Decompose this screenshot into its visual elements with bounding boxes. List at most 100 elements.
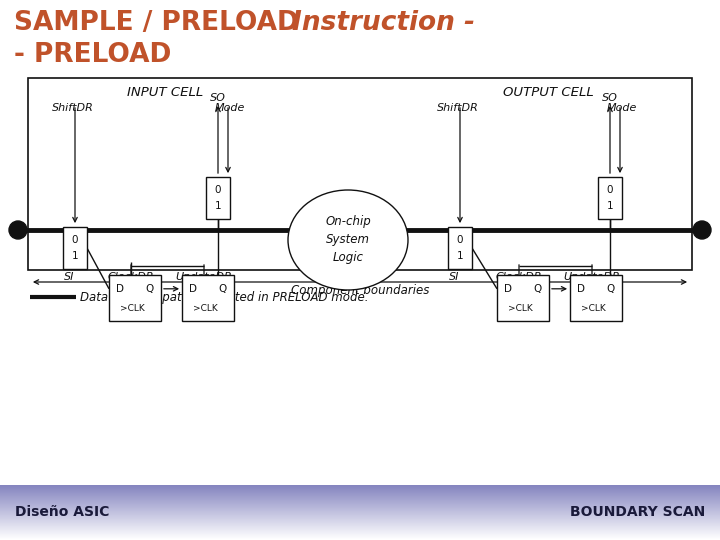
Text: ClockDR: ClockDR xyxy=(108,272,154,282)
Text: Mode: Mode xyxy=(215,103,246,113)
Text: On-chip
System
Logic: On-chip System Logic xyxy=(325,215,371,265)
Text: >CLK: >CLK xyxy=(508,303,533,313)
Bar xyxy=(0,499,720,500)
Bar xyxy=(0,500,720,501)
Bar xyxy=(0,537,720,538)
Bar xyxy=(0,532,720,533)
Bar xyxy=(0,503,720,504)
Bar xyxy=(206,177,230,219)
Text: Q: Q xyxy=(606,284,615,294)
Text: OUTPUT CELL: OUTPUT CELL xyxy=(503,86,593,99)
Bar xyxy=(0,501,720,502)
Text: D: D xyxy=(117,284,125,294)
Bar xyxy=(0,523,720,524)
Bar xyxy=(0,535,720,536)
Bar xyxy=(0,524,720,525)
Bar xyxy=(448,227,472,269)
Text: Q: Q xyxy=(218,284,227,294)
Text: SO: SO xyxy=(210,93,226,103)
Bar xyxy=(0,490,720,491)
Bar xyxy=(0,517,720,518)
Bar xyxy=(0,520,720,521)
Text: UpdateDR: UpdateDR xyxy=(564,272,621,282)
Text: 1: 1 xyxy=(456,252,463,261)
Text: Q: Q xyxy=(145,284,153,294)
Bar xyxy=(0,513,720,514)
Text: SO: SO xyxy=(602,93,618,103)
Bar xyxy=(0,489,720,490)
Bar xyxy=(109,275,161,321)
Text: 1: 1 xyxy=(607,201,613,211)
Bar xyxy=(0,494,720,495)
Bar xyxy=(0,521,720,522)
Bar xyxy=(0,516,720,517)
Bar xyxy=(0,529,720,530)
Bar xyxy=(0,525,720,526)
Circle shape xyxy=(693,221,711,239)
Text: ShiftDR: ShiftDR xyxy=(437,103,479,113)
Text: SAMPLE / PRELOAD: SAMPLE / PRELOAD xyxy=(14,10,308,36)
Bar xyxy=(0,528,720,529)
Text: Diseño ASIC: Diseño ASIC xyxy=(15,505,109,519)
Bar xyxy=(0,522,720,523)
Bar xyxy=(0,514,720,515)
Text: ShiftDR: ShiftDR xyxy=(52,103,94,113)
Bar xyxy=(28,78,692,270)
Bar xyxy=(0,531,720,532)
Bar xyxy=(0,527,720,528)
Ellipse shape xyxy=(288,190,408,290)
Bar xyxy=(0,507,720,508)
Text: 0: 0 xyxy=(72,234,78,245)
Bar xyxy=(0,0,720,485)
Bar xyxy=(0,530,720,531)
Text: Component boundaries: Component boundaries xyxy=(291,284,429,297)
Bar xyxy=(0,498,720,499)
Bar xyxy=(0,538,720,539)
Bar xyxy=(0,510,720,511)
Text: Instruction -: Instruction - xyxy=(292,10,475,36)
Text: - PRELOAD: - PRELOAD xyxy=(14,42,171,68)
Bar xyxy=(0,536,720,537)
Bar xyxy=(0,533,720,534)
Bar xyxy=(0,515,720,516)
Bar xyxy=(0,485,720,486)
Text: SI: SI xyxy=(449,272,459,282)
Bar xyxy=(63,227,87,269)
Bar xyxy=(0,506,720,507)
Text: 0: 0 xyxy=(607,185,613,194)
Bar xyxy=(0,491,720,492)
Text: ClockDR: ClockDR xyxy=(495,272,542,282)
Bar xyxy=(0,488,720,489)
Bar xyxy=(0,505,720,506)
Text: SI: SI xyxy=(64,272,74,282)
Text: INPUT CELL: INPUT CELL xyxy=(127,86,203,99)
Bar xyxy=(0,539,720,540)
Text: >CLK: >CLK xyxy=(193,303,217,313)
Bar xyxy=(0,509,720,510)
Bar xyxy=(182,275,234,321)
Bar xyxy=(0,511,720,512)
Text: >CLK: >CLK xyxy=(120,303,145,313)
Bar xyxy=(0,493,720,494)
Text: 0: 0 xyxy=(215,185,221,194)
Text: D: D xyxy=(189,284,197,294)
Bar xyxy=(0,502,720,503)
Bar xyxy=(0,534,720,535)
Bar xyxy=(0,519,720,520)
Bar xyxy=(0,508,720,509)
Text: 0: 0 xyxy=(456,234,463,245)
Text: Mode: Mode xyxy=(607,103,637,113)
Bar xyxy=(0,518,720,519)
Text: D: D xyxy=(577,284,585,294)
Bar xyxy=(0,496,720,497)
Bar xyxy=(0,497,720,498)
Bar xyxy=(570,275,622,321)
Text: >CLK: >CLK xyxy=(581,303,606,313)
Text: 1: 1 xyxy=(215,201,221,211)
Bar xyxy=(0,504,720,505)
Bar xyxy=(0,492,720,493)
Circle shape xyxy=(9,221,27,239)
Text: UpdateDR: UpdateDR xyxy=(176,272,233,282)
Text: D: D xyxy=(505,284,513,294)
Bar xyxy=(0,486,720,487)
